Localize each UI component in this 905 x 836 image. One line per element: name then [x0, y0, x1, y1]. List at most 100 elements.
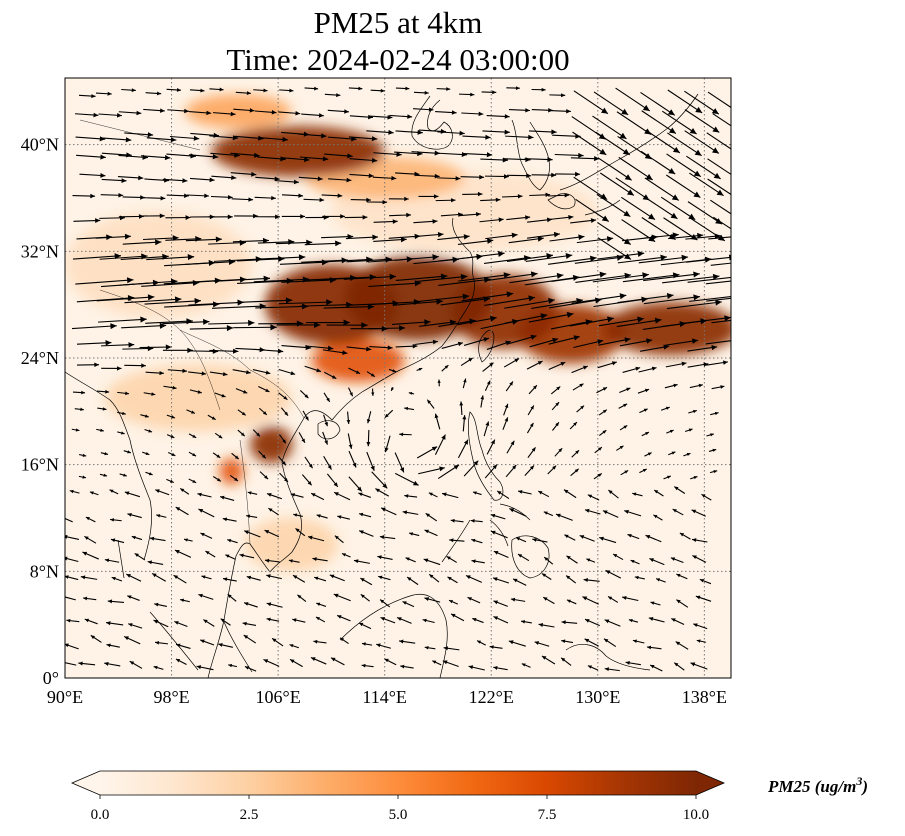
wind-arrow-head: [457, 341, 463, 347]
wind-arrow-head: [439, 466, 445, 472]
lon-tick-label: 138°E: [682, 687, 727, 707]
wind-arrow-head: [672, 146, 680, 153]
wind-arrow: [662, 110, 697, 135]
wind-arrow-head: [105, 389, 110, 394]
wind-arrow: [666, 153, 702, 178]
wind-arrow-head: [121, 178, 127, 183]
wind-arrow-head: [102, 407, 107, 411]
wind-arrow-head: [187, 254, 195, 261]
wind-arrow-head: [343, 319, 350, 326]
wind-arrow-head: [712, 126, 720, 133]
pm25-plume: [250, 426, 293, 464]
wind-arrow-head: [153, 619, 159, 624]
wind-arrow: [188, 301, 244, 306]
wind-arrow-head: [298, 254, 306, 261]
wind-arrow-head: [100, 428, 104, 432]
wind-arrow-head: [156, 91, 162, 96]
wind-arrow-head: [447, 576, 452, 581]
wind-arrow-head: [295, 528, 300, 533]
wind-arrow-head: [384, 413, 389, 418]
wind-arrow: [121, 324, 167, 329]
wind-arrow: [643, 296, 700, 305]
wind-arrow-head: [346, 419, 351, 424]
coastline-luzon: [468, 411, 504, 501]
wind-arrow: [212, 305, 267, 309]
wind-arrow-head: [555, 422, 559, 427]
wind-arrow-head: [432, 660, 437, 664]
wind-arrow-head: [492, 577, 498, 582]
wind-arrow: [687, 276, 731, 283]
wind-arrow-head: [432, 254, 439, 261]
wind-arrow-head: [561, 639, 566, 644]
wind-arrow-head: [624, 509, 629, 514]
wind-arrow-head: [691, 338, 699, 344]
wind-arrow-head: [649, 558, 654, 562]
wind-arrow-head: [489, 645, 494, 649]
wind-arrow-head: [686, 452, 691, 457]
wind-arrow-head: [637, 316, 644, 323]
wind-arrow-head: [698, 383, 703, 388]
wind-arrow: [617, 294, 674, 304]
wind-arrow-head: [648, 616, 654, 621]
colorbar-label: PM25 (ug/m3): [767, 774, 868, 796]
wind-arrow-head: [128, 623, 133, 627]
wind-arrow-head: [670, 212, 678, 219]
wind-arrow-head: [724, 315, 731, 322]
wind-arrow-head: [307, 480, 312, 486]
wind-arrow-head: [197, 492, 202, 497]
wind-arrow-head: [246, 514, 251, 518]
wind-arrow-head: [127, 595, 132, 599]
wind-arrow-head: [642, 468, 647, 473]
wind-arrow-head: [103, 473, 108, 477]
wind-arrow: [576, 237, 614, 244]
wind-arrow: [525, 254, 573, 262]
wind-arrow-head: [583, 578, 588, 583]
wind-arrow-head: [509, 381, 513, 386]
map-frame: [64, 77, 732, 679]
wind-arrow-head: [409, 532, 414, 536]
wind-arrow-head: [298, 193, 304, 198]
wind-arrow-head: [346, 177, 352, 183]
wind-arrow-head: [734, 337, 740, 343]
wind-arrow-head: [106, 643, 111, 648]
wind-arrow: [575, 274, 632, 283]
coastlines: [65, 93, 699, 678]
wind-arrow-head: [491, 439, 495, 445]
wind-arrow-head: [537, 236, 544, 242]
wind-arrow-head: [262, 237, 269, 244]
wind-arrow-head: [425, 513, 430, 518]
wind-arrow-head: [555, 513, 561, 518]
lat-tick-label: 16°N: [21, 455, 59, 475]
wind-arrow-head: [648, 213, 656, 220]
wind-arrow-head: [353, 559, 359, 564]
wind-arrow-head: [582, 596, 588, 601]
wind-arrow-head: [532, 537, 537, 542]
wind-arrow: [595, 131, 631, 156]
wind-arrow-head: [316, 514, 321, 518]
wind-arrow: [461, 252, 505, 260]
wind-arrow-head: [580, 405, 585, 410]
wind-arrow-head: [575, 171, 581, 177]
wind-arrow-head: [506, 291, 514, 298]
wind-arrow-head: [599, 271, 607, 278]
wind-arrow-head: [412, 343, 418, 349]
wind-arrow-head: [110, 518, 115, 522]
wind-arrow-head: [408, 391, 413, 395]
colorbar-body: [100, 771, 696, 795]
colorbar-tick-label: 0.0: [91, 807, 110, 823]
wind-arrow-head: [735, 196, 742, 202]
wind-arrow: [685, 256, 731, 263]
wind-arrow-head: [65, 575, 69, 579]
wind-arrow-head: [460, 273, 468, 280]
wind-arrow-head: [243, 635, 249, 639]
lat-tick-label: 0°: [43, 668, 59, 688]
wind-arrow-head: [590, 218, 597, 223]
wind-arrow-head: [495, 197, 501, 203]
wind-arrow-head: [546, 253, 553, 260]
wind-arrow-head: [399, 432, 404, 437]
wind-arrow-head: [424, 529, 429, 534]
wind-arrow-head: [619, 445, 624, 450]
wind-arrow-head: [253, 213, 258, 219]
wind-arrow-head: [173, 575, 179, 580]
wind-arrow: [438, 278, 491, 286]
